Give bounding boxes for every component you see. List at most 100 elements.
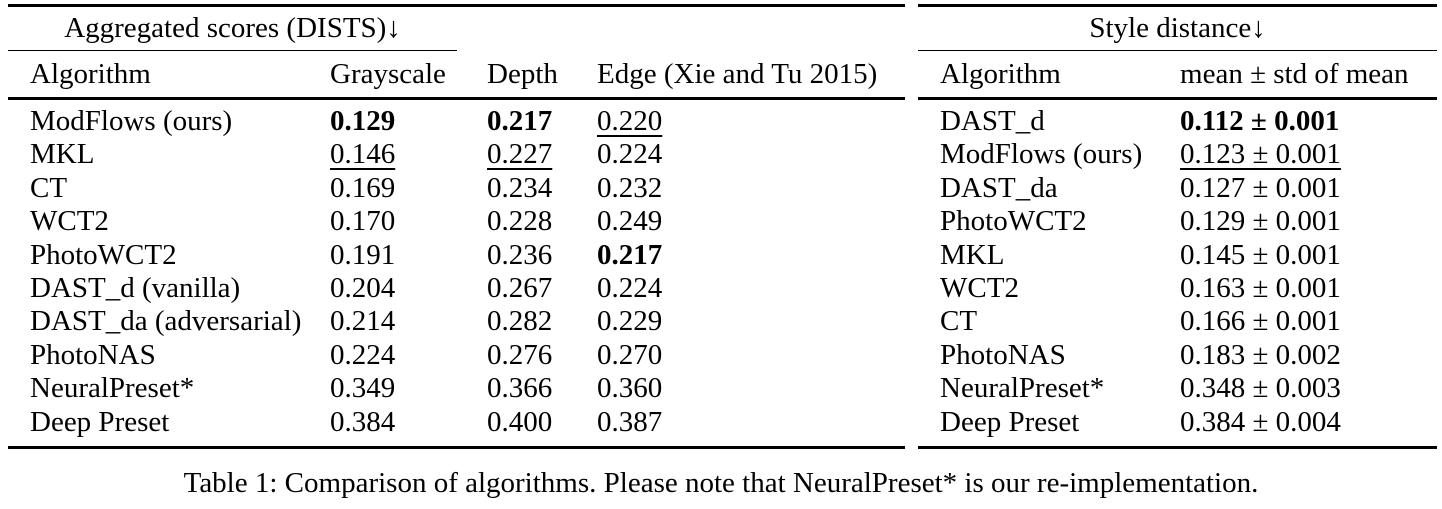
column-header-grayscale: Grayscale	[330, 51, 488, 100]
table-row: PhotoWCT2 0.129 ± 0.001	[918, 205, 1437, 238]
cell-algorithm: NeuralPreset*	[30, 372, 195, 405]
cell-edge: 0.387	[597, 405, 663, 438]
table-row: NeuralPreset* 0.349 0.366 0.360	[8, 372, 905, 405]
cell-algorithm: PhotoNAS	[30, 338, 156, 371]
cell-style-distance: 0.127 ± 0.001	[1180, 171, 1341, 204]
cell-algorithm: PhotoNAS	[940, 338, 1066, 371]
column-header-row: Algorithm Grayscale Depth Edge (Xie and …	[8, 51, 906, 100]
table-row: ModFlows (ours) 0.123 ± 0.001	[918, 138, 1437, 171]
cell-algorithm: DAST_da (adversarial)	[30, 305, 302, 338]
column-header-depth: Depth	[487, 51, 598, 100]
cell-depth: 0.282	[487, 305, 553, 338]
cell-grayscale: 0.129	[330, 105, 396, 137]
cell-depth: 0.400	[487, 405, 553, 438]
cell-edge: 0.220	[597, 105, 663, 137]
table-row: PhotoWCT2 0.191 0.236 0.217	[8, 239, 905, 272]
table-row: DAST_d 0.112 ± 0.001	[918, 99, 1437, 139]
cell-grayscale: 0.384	[330, 405, 396, 438]
cell-grayscale: 0.204	[330, 272, 396, 305]
cell-algorithm: WCT2	[940, 272, 1019, 305]
table-row: WCT2 0.163 ± 0.001	[918, 272, 1437, 305]
cell-grayscale: 0.169	[330, 171, 396, 204]
cell-edge: 0.360	[597, 372, 663, 405]
cell-style-distance: 0.163 ± 0.001	[1180, 272, 1341, 305]
cell-edge: 0.229	[597, 305, 663, 338]
style-distance-table: Style distance↓ Algorithm mean ± std of …	[918, 4, 1438, 450]
table-row: MKL 0.146 0.227 0.224	[8, 138, 905, 171]
cell-edge: 0.224	[597, 272, 663, 305]
cell-algorithm: Deep Preset	[30, 405, 170, 438]
cell-depth: 0.227	[487, 138, 553, 171]
cell-style-distance: 0.145 ± 0.001	[1180, 238, 1341, 271]
cell-algorithm: MKL	[30, 138, 95, 171]
cell-grayscale: 0.214	[330, 305, 396, 338]
cell-algorithm: DAST_da	[940, 171, 1058, 204]
cell-style-distance: 0.123 ± 0.001	[1180, 138, 1341, 171]
table-row: Deep Preset 0.384 ± 0.004	[918, 406, 1437, 448]
cell-grayscale: 0.191	[330, 238, 396, 271]
cell-depth: 0.267	[487, 272, 553, 305]
table-row: WCT2 0.170 0.228 0.249	[8, 205, 905, 238]
cell-depth: 0.217	[487, 105, 553, 137]
table-row: ModFlows (ours) 0.129 0.217 0.220	[8, 99, 905, 139]
cell-edge: 0.217	[597, 238, 663, 271]
table-row: DAST_d (vanilla) 0.204 0.267 0.224	[8, 272, 905, 305]
cell-algorithm: DAST_d	[940, 105, 1045, 137]
cell-algorithm: PhotoWCT2	[940, 205, 1087, 238]
cell-style-distance: 0.183 ± 0.002	[1180, 338, 1341, 371]
cell-style-distance: 0.129 ± 0.001	[1180, 205, 1341, 238]
table-row: NeuralPreset* 0.348 ± 0.003	[918, 372, 1437, 405]
cell-algorithm: PhotoWCT2	[30, 238, 177, 271]
cell-grayscale: 0.224	[330, 338, 396, 371]
cell-depth: 0.228	[487, 205, 553, 238]
column-header-edge: Edge (Xie and Tu 2015)	[597, 51, 906, 100]
cell-grayscale: 0.349	[330, 372, 396, 405]
table-row: CT 0.169 0.234 0.232	[8, 172, 905, 205]
cell-edge: 0.249	[597, 205, 663, 238]
cell-edge: 0.232	[597, 171, 663, 204]
column-header-algorithm: Algorithm	[8, 51, 330, 100]
cell-grayscale: 0.146	[330, 138, 396, 171]
table-row: Deep Preset 0.384 0.400 0.387	[8, 406, 905, 448]
cell-style-distance: 0.384 ± 0.004	[1180, 405, 1341, 438]
table-title-cell: Aggregated scores (DISTS)↓	[8, 6, 487, 51]
cell-style-distance: 0.348 ± 0.003	[1180, 372, 1341, 405]
cell-depth: 0.366	[487, 372, 553, 405]
cell-style-distance: 0.112 ± 0.001	[1180, 105, 1340, 137]
table-row: MKL 0.145 ± 0.001	[918, 239, 1437, 272]
cell-depth: 0.236	[487, 238, 553, 271]
cell-depth: 0.234	[487, 171, 553, 204]
table-title-row: Aggregated scores (DISTS)↓	[8, 6, 905, 52]
cell-algorithm: MKL	[940, 238, 1005, 271]
table-row: DAST_da (adversarial) 0.214 0.282 0.229	[8, 305, 905, 338]
cell-algorithm: Deep Preset	[940, 405, 1080, 438]
table-row: PhotoNAS 0.183 ± 0.002	[918, 339, 1437, 372]
table-row: DAST_da 0.127 ± 0.001	[918, 172, 1437, 205]
column-header-mean-std: mean ± std of mean	[1180, 51, 1438, 100]
cell-grayscale: 0.170	[330, 205, 396, 238]
cell-style-distance: 0.166 ± 0.001	[1180, 305, 1341, 338]
cell-edge: 0.224	[597, 138, 663, 171]
table-row: CT 0.166 ± 0.001	[918, 305, 1437, 338]
table-title-row: Style distance↓	[918, 6, 1438, 51]
table-title-cell: Style distance↓	[918, 6, 1438, 51]
cell-algorithm: DAST_d (vanilla)	[30, 272, 241, 305]
table-row: PhotoNAS 0.224 0.276 0.270	[8, 339, 905, 372]
cell-algorithm: WCT2	[30, 205, 109, 238]
cell-algorithm: ModFlows (ours)	[940, 138, 1143, 171]
cell-depth: 0.276	[487, 338, 553, 371]
aggregated-scores-table: Aggregated scores (DISTS)↓ Algorithm Gra…	[8, 4, 906, 450]
style-distance-title: Style distance↓	[918, 7, 1438, 51]
column-header-algorithm: Algorithm	[918, 51, 1181, 100]
aggregated-scores-title: Aggregated scores (DISTS)↓	[8, 7, 458, 51]
title-spacer-cell	[487, 6, 905, 52]
cell-algorithm: ModFlows (ours)	[30, 105, 233, 137]
tables-row: Aggregated scores (DISTS)↓ Algorithm Gra…	[8, 4, 1438, 450]
column-header-row: Algorithm mean ± std of mean	[918, 51, 1438, 100]
cell-edge: 0.270	[597, 338, 663, 371]
cell-algorithm: CT	[940, 305, 978, 338]
cell-algorithm: CT	[30, 171, 68, 204]
cell-algorithm: NeuralPreset*	[940, 372, 1105, 405]
table-caption: Table 1: Comparison of algorithms. Pleas…	[183, 467, 1259, 499]
